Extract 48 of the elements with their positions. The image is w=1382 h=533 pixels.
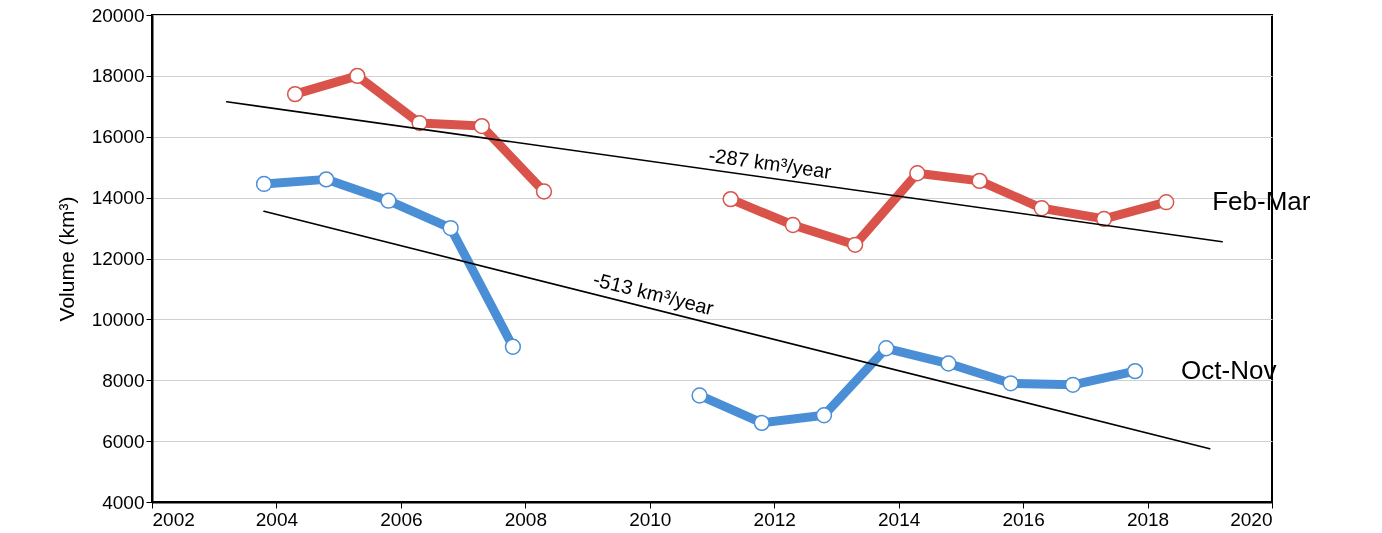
x-tick-label: 2016	[1002, 508, 1045, 530]
point	[1158, 194, 1175, 211]
x-tick-label: 2020	[1230, 508, 1273, 530]
annotation: -513 km³/year	[590, 267, 717, 320]
point	[846, 236, 864, 253]
point	[349, 67, 366, 85]
x-tick-label: 2002	[152, 508, 195, 530]
y-tick-label: 10000	[91, 308, 145, 330]
point	[504, 338, 522, 355]
point	[1126, 362, 1144, 380]
point	[1033, 200, 1050, 217]
point	[722, 191, 739, 208]
y-tick-label: 14000	[91, 187, 145, 209]
point	[255, 175, 273, 193]
point	[815, 407, 833, 424]
x-tick-label: 2006	[380, 508, 423, 530]
point	[878, 340, 895, 357]
point	[971, 172, 988, 190]
x-tick-label: 2008	[504, 508, 547, 530]
x-tick-label: 2018	[1126, 508, 1170, 530]
point	[1095, 210, 1113, 228]
y-tick-label: 16000	[91, 126, 145, 148]
y-axis-title: Volume (km³)	[54, 196, 78, 322]
y-tick-label: 4000	[102, 491, 145, 513]
point	[535, 183, 553, 200]
point	[784, 216, 802, 234]
point	[442, 219, 459, 237]
point	[473, 117, 490, 135]
y-tick-label: 20000	[91, 4, 145, 26]
y-tick-label: 12000	[91, 248, 145, 269]
x-tick-label: 2010	[629, 508, 672, 530]
point	[411, 114, 428, 132]
point	[1064, 376, 1082, 393]
y-tick-label: 8000	[102, 369, 145, 391]
x-tick-label: 2004	[255, 508, 299, 530]
point	[909, 165, 926, 182]
point	[940, 355, 957, 372]
point	[1002, 375, 1019, 392]
point	[380, 192, 397, 209]
y-tick-label: 6000	[102, 430, 145, 452]
x-tick-label: 2014	[878, 508, 921, 530]
point	[753, 414, 770, 432]
x-tick-label: 2012	[753, 508, 796, 530]
y-tick-label: 18000	[91, 65, 145, 87]
annotation: -287 km³/year	[707, 143, 834, 183]
point	[286, 85, 304, 103]
point	[691, 387, 708, 404]
point	[318, 171, 335, 188]
